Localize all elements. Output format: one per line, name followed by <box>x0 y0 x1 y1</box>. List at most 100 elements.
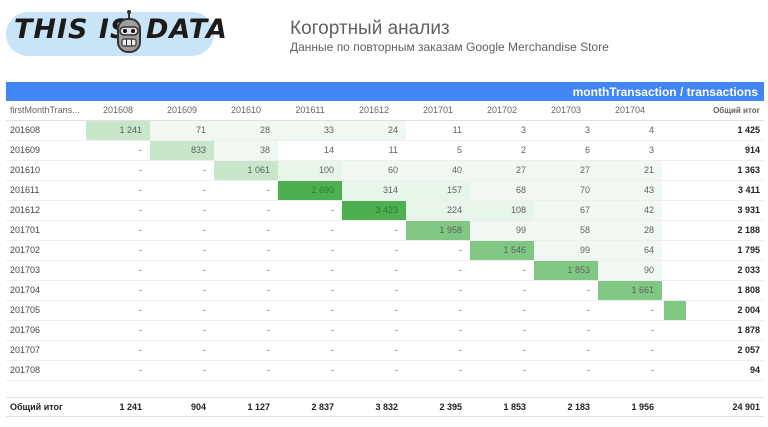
cohort-cell: - <box>331 305 334 315</box>
month-header[interactable]: 201608 <box>102 105 134 115</box>
row-total: 2 004 <box>737 305 760 315</box>
cohort-cell: - <box>395 345 398 355</box>
cohort-cell: - <box>459 265 462 275</box>
cohort-cell: 1 853 <box>534 261 598 280</box>
cohort-cell: - <box>331 325 334 335</box>
cohort-cell: 42 <box>598 201 662 220</box>
total-header[interactable]: Общий итог <box>713 106 760 115</box>
row-total: 2 057 <box>737 345 760 355</box>
cohort-cell: - <box>523 305 526 315</box>
cohort-label: 201701 <box>10 225 41 235</box>
cohort-cell-highlight <box>664 301 686 320</box>
footer-total-cell: 1 241 <box>119 402 142 412</box>
cohort-cell-highlight <box>664 161 686 180</box>
cohort-cell-highlight <box>664 201 686 220</box>
cohort-cell: 5 <box>456 145 462 155</box>
cohort-label: 201708 <box>10 365 41 375</box>
table-row: 201705 - - - - - - - - - 2 004 <box>6 301 764 321</box>
cohort-cell: 1 061 <box>214 161 278 180</box>
cohort-cell: - <box>651 345 654 355</box>
cohort-cell: - <box>139 345 142 355</box>
cohort-cell: 64 <box>598 241 662 260</box>
cohort-cell-highlight <box>664 321 686 340</box>
cohort-cell: 38 <box>214 141 278 160</box>
cohort-label: 201612 <box>10 205 41 215</box>
cohort-cell: - <box>395 325 398 335</box>
table-row: 201703- - - - - - -1 853 90 2 033 <box>6 261 764 281</box>
cohort-cell: - <box>139 265 142 275</box>
month-header[interactable]: 201611 <box>295 105 325 115</box>
cohort-cell: - <box>203 265 206 275</box>
cohort-cell: 90 <box>598 261 662 280</box>
row-total: 1 808 <box>737 285 760 295</box>
cohort-label: 201707 <box>10 345 41 355</box>
row-total: 2 033 <box>737 265 760 275</box>
month-header[interactable]: 201702 <box>486 105 518 115</box>
cohort-cell: - <box>651 305 654 315</box>
cohort-cell: 67 <box>534 201 598 220</box>
month-header[interactable]: 201612 <box>358 105 390 115</box>
cohort-cell: - <box>331 245 334 255</box>
cohort-cell: 1 241 <box>86 121 150 140</box>
cohort-cell: 14 <box>323 145 334 155</box>
cohort-cell: 1 546 <box>470 241 534 260</box>
cohort-cell: - <box>267 225 270 235</box>
row-total: 1 363 <box>737 165 760 175</box>
cohort-cell: - <box>139 145 142 155</box>
robot-icon <box>117 10 141 53</box>
cohort-cell-highlight <box>664 361 686 380</box>
cohort-cell: - <box>459 285 462 295</box>
cohort-cell: - <box>203 245 206 255</box>
table-row: 201706 - - - - - - - - - 1 878 <box>6 321 764 341</box>
logo-text-right: DATA <box>146 14 228 45</box>
cohort-cell: - <box>331 225 334 235</box>
cohort-cell: - <box>331 345 334 355</box>
cohort-cell: - <box>651 365 654 375</box>
cohort-cell: - <box>203 165 206 175</box>
cohort-label: 201611 <box>10 185 40 195</box>
cohort-cell: 60 <box>342 161 406 180</box>
footer-total-cell: 1 127 <box>247 402 270 412</box>
cohort-cell: - <box>139 165 142 175</box>
row-header-label[interactable]: firstMonthTrans... <box>10 105 80 115</box>
cohort-cell: - <box>331 205 334 215</box>
cohort-cell: 108 <box>470 201 534 220</box>
cohort-cell: 28 <box>214 121 278 140</box>
cohort-cell: - <box>139 205 142 215</box>
month-header[interactable]: 201610 <box>230 105 262 115</box>
cohort-cell: 27 <box>534 161 598 180</box>
cohort-cell: - <box>331 265 334 275</box>
cohort-cell: - <box>139 305 142 315</box>
row-total: 3 931 <box>737 205 760 215</box>
month-header[interactable]: 201701 <box>422 105 454 115</box>
cohort-cell: - <box>523 365 526 375</box>
footer-total-cell: 904 <box>190 402 206 412</box>
table-row: 201610- -1 061 100 60 40 27 27 21 1 363 <box>6 161 764 181</box>
footer-total-cell: 3 832 <box>375 402 398 412</box>
cohort-cell: - <box>203 205 206 215</box>
cohort-cell: - <box>139 365 142 375</box>
cohort-cell: 3 <box>520 125 526 135</box>
footer-label: Общий итог <box>10 402 63 412</box>
page-title: Когортный анализ <box>290 18 450 39</box>
cohort-cell-highlight <box>664 121 686 140</box>
cohort-cell: - <box>267 365 270 375</box>
logo: THIS IS DATA <box>6 6 227 60</box>
cohort-label: 201610 <box>10 165 41 175</box>
cohort-cell: - <box>267 245 270 255</box>
month-header[interactable]: 201704 <box>614 105 646 115</box>
logo-text-left: THIS IS <box>14 14 131 45</box>
table-row: 201609 -833 38 14 11 5 2 6 3 914 <box>6 141 764 161</box>
cohort-label: 201608 <box>10 125 41 135</box>
month-header[interactable]: 201609 <box>166 105 198 115</box>
cohort-cell: - <box>267 205 270 215</box>
cohort-cell: 6 <box>584 145 590 155</box>
cohort-cell: 4 <box>648 125 654 135</box>
cohort-cell: 1 958 <box>406 221 470 240</box>
table-footer-row: Общий итог 1 241 904 1 127 2 837 3 832 2… <box>6 397 764 417</box>
month-header[interactable]: 201703 <box>550 105 582 115</box>
cohort-cell: 43 <box>598 181 662 200</box>
cohort-cell: 2 <box>520 145 526 155</box>
cohort-cell: - <box>203 365 206 375</box>
cohort-cell: - <box>459 365 462 375</box>
